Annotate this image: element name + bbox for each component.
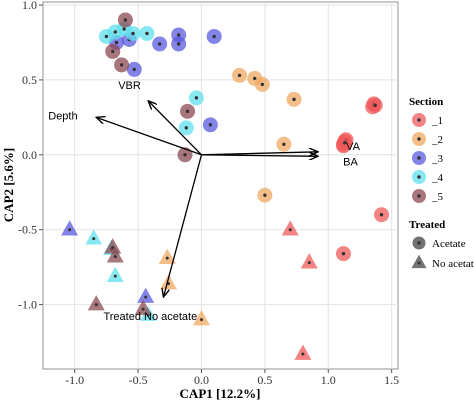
data-point-acetate [335, 246, 351, 262]
data-point-acetate [202, 117, 218, 133]
data-point-no-acetate [106, 247, 124, 263]
section-legend-label: _5 [431, 191, 444, 203]
data-point-acetate [188, 90, 204, 106]
section-legend-label: _3 [431, 153, 444, 165]
treated-legend-key [412, 236, 426, 250]
data-point-acetate [177, 147, 193, 163]
data-point-no-acetate [281, 220, 299, 236]
biplot-arrow [148, 101, 202, 156]
treated-legend-key [411, 254, 427, 269]
data-point-no-acetate [104, 238, 122, 254]
y-tick-label: 1.0 [22, 0, 37, 12]
treated-legend-title: Treated [409, 219, 445, 231]
data-point-no-acetate [137, 287, 155, 303]
data-point-acetate [117, 12, 133, 28]
treated-legend-label: No acetate [432, 258, 474, 270]
data-point-acetate [232, 67, 248, 83]
x-tick-label: 0.5 [257, 373, 272, 387]
y-tick-label: 0.5 [22, 73, 37, 87]
data-point-no-acetate [158, 248, 176, 264]
data-point-acetate [114, 57, 130, 73]
data-point-acetate [337, 135, 353, 151]
data-point-no-acetate [61, 220, 79, 236]
x-tick-label: 1.5 [384, 373, 399, 387]
section-legend-label: _2 [431, 134, 443, 146]
x-tick-label: 1.0 [321, 373, 336, 387]
data-point-acetate [105, 43, 121, 59]
legend: Section _1 _2 _3 _4 _5 Treated Acetate No ace… [409, 96, 474, 270]
y-tick-label: -0.5 [18, 223, 37, 237]
data-point-acetate [180, 103, 196, 119]
section-legend-label: _1 [431, 115, 443, 127]
data-point-acetate [374, 207, 390, 223]
section-legend-key [412, 113, 426, 127]
section-legend-key [412, 170, 426, 184]
biplot-arrow [163, 154, 203, 297]
y-tick-label: 0.0 [22, 148, 37, 162]
x-tick-label: -1.0 [65, 373, 84, 387]
plot-panel [42, 1, 399, 370]
data-point-acetate [276, 136, 292, 152]
data-point-acetate [206, 28, 222, 44]
data-point-acetate [139, 25, 155, 41]
data-points [61, 12, 390, 360]
axis-ticks: -1.0 -0.5 0.0 0.5 1.0 1.5 -1.0 -0.5 0.0 0.5 1.0 [18, 0, 399, 387]
data-point-acetate [286, 91, 302, 107]
section-legend-label: _4 [431, 172, 444, 184]
data-point-no-acetate [85, 229, 103, 245]
data-point-acetate [152, 36, 168, 52]
treated-legend-label: Acetate [432, 238, 466, 250]
data-point-acetate [125, 25, 141, 41]
section-legend-items: _1 _2 _3 _4 _5 [412, 113, 444, 203]
biplot-arrow [96, 117, 202, 156]
data-point-no-acetate [294, 344, 312, 360]
x-tick-label: -0.5 [129, 373, 148, 387]
data-point-no-acetate [300, 253, 318, 269]
vector-label: Depth [48, 110, 77, 122]
biplot-arrow [201, 152, 318, 155]
data-point-acetate [257, 187, 273, 203]
data-point-acetate [367, 97, 383, 113]
biplot-vectors: Depth VBR VA BA Treated No acetate [48, 80, 360, 323]
x-tick-label: 0.0 [194, 373, 209, 387]
data-point-no-acetate [134, 299, 152, 315]
vector-label: BA [343, 156, 358, 168]
data-point-no-acetate [192, 310, 210, 326]
vector-label: VBR [118, 80, 141, 92]
data-point-no-acetate [87, 295, 105, 311]
data-point-acetate [254, 76, 270, 92]
data-point-no-acetate [106, 266, 124, 282]
treated-legend-items: Acetate No acetate [411, 236, 474, 270]
data-point-acetate [98, 28, 114, 44]
section-legend-key [412, 189, 426, 203]
data-point-acetate [171, 36, 187, 52]
vector-label: VA [346, 141, 361, 153]
section-legend-key [412, 151, 426, 165]
biplot-arrow [201, 155, 318, 156]
data-point-acetate [178, 120, 194, 136]
x-axis-title: CAP1 [12.2%] [180, 386, 261, 401]
section-legend-title: Section [409, 96, 443, 108]
y-axis-title: CAP2 [5.6%] [1, 148, 16, 222]
section-legend-key [412, 132, 426, 146]
data-point-acetate [126, 61, 142, 77]
vector-label: Treated No acetate [103, 311, 197, 323]
y-tick-label: -1.0 [18, 298, 37, 312]
